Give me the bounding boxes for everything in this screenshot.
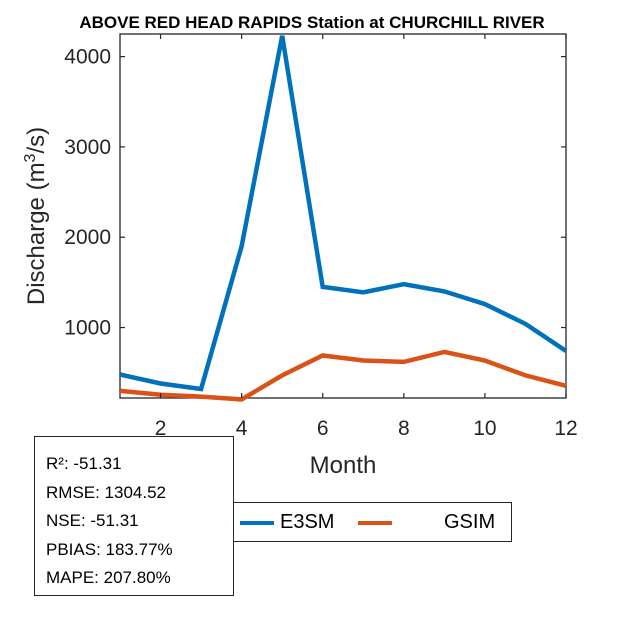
x-tick-label: 10 <box>473 417 496 440</box>
plot-frame <box>119 33 567 399</box>
series-layer <box>119 35 568 402</box>
x-tick-label: 12 <box>554 417 577 440</box>
series-line-gsim <box>119 349 567 402</box>
legend-swatch-e3sm <box>240 521 274 525</box>
y-tick-label: 1000 <box>64 317 111 340</box>
x-tick-label: 6 <box>317 417 329 440</box>
y-tick-label: 3000 <box>64 136 111 159</box>
y-axis-label-suffix: /s) <box>23 127 50 154</box>
y-tick-label: 4000 <box>64 46 111 69</box>
y-axis-ticks: 1000 2000 3000 4000 <box>64 46 566 340</box>
stats-box: R²: -51.31 RMSE: 1304.52 NSE: -51.31 PBI… <box>34 436 234 596</box>
stat-pbias: PBIAS: 183.77% <box>46 539 173 559</box>
legend-label-e3sm: E3SM <box>280 511 335 533</box>
x-axis-ticks: 2 4 6 8 10 12 <box>155 34 578 440</box>
x-tick-label: 8 <box>398 417 410 440</box>
y-axis-label: Discharge (m3/s) <box>22 127 50 305</box>
stat-rmse: RMSE: 1304.52 <box>46 482 167 502</box>
x-tick-label: 2 <box>155 417 167 440</box>
y-axis-label-superscript: 3 <box>22 153 39 162</box>
legend-label-gsim: GSIM <box>444 511 496 533</box>
y-tick-label: 2000 <box>64 226 111 249</box>
stat-r2: R²: -51.31 <box>46 454 122 473</box>
y-axis-label-prefix: Discharge (m <box>23 162 50 305</box>
x-tick-label: 4 <box>236 417 248 440</box>
series-line-e3sm <box>119 35 568 392</box>
x-axis-label: Month <box>310 452 377 479</box>
legend: E3SM GSIM <box>234 502 512 542</box>
stat-nse: NSE: -51.31 <box>46 511 139 530</box>
stat-mape: MAPE: 207.80% <box>46 568 171 587</box>
legend-swatch-gsim <box>358 521 392 525</box>
chart-title: ABOVE RED HEAD RAPIDS Station at CHURCHI… <box>79 13 544 32</box>
